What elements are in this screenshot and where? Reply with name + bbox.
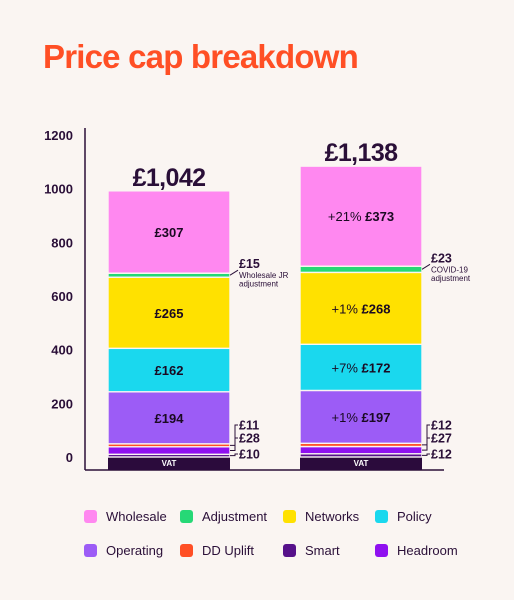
- vat-block: [108, 457, 230, 470]
- y-tick-label: 600: [51, 289, 73, 304]
- callout-value: £11: [239, 419, 259, 433]
- y-tick-label: 400: [51, 343, 73, 358]
- legend-label: Networks: [305, 508, 360, 524]
- y-tick-label: 800: [51, 235, 73, 250]
- bar-segment-policy: [107, 347, 231, 393]
- legend-item-dd-uplift: DD Uplift: [180, 542, 283, 558]
- legend-label: Smart: [305, 542, 340, 558]
- legend-swatch: [180, 509, 193, 523]
- segment-value-label: +1% £268: [332, 301, 391, 316]
- segment-value: £373: [365, 209, 394, 224]
- y-tick-label: 1200: [44, 128, 73, 143]
- chart-title: Price cap breakdown: [43, 38, 359, 75]
- segment-value: £307: [155, 225, 184, 240]
- callout-note: adjustment: [239, 280, 279, 289]
- bar-segment-wholesale: [299, 165, 423, 267]
- legend-item-policy: Policy: [375, 508, 455, 524]
- callout-value: £12: [431, 448, 452, 462]
- y-tick-label: 1000: [44, 182, 73, 197]
- bar-segment-operating: [299, 389, 423, 445]
- segment-value-label: +1% £197: [332, 410, 391, 425]
- legend-swatch: [180, 543, 193, 557]
- segment-value: £162: [155, 363, 184, 378]
- callout-leader: [230, 453, 238, 457]
- legend-swatch: [283, 509, 296, 523]
- segment-change-label: +7%: [332, 360, 362, 375]
- legend-label: Wholesale: [106, 508, 167, 524]
- bar-total-label: £1,042: [133, 164, 206, 192]
- y-tick-label: 200: [51, 396, 73, 411]
- callout-leader: [422, 437, 430, 451]
- segment-value-label: +21% £373: [328, 209, 394, 224]
- segment-change-label: +1%: [332, 301, 362, 316]
- bar-segment-headroom: [299, 445, 423, 455]
- vat-label: VAT: [354, 459, 369, 468]
- callout-note: COVID-19: [431, 265, 468, 274]
- bar-segment-adjustment: [299, 265, 423, 274]
- callout-value: £23: [431, 251, 452, 265]
- callout-value: £10: [239, 448, 260, 462]
- legend-label: DD Uplift: [202, 542, 255, 558]
- legend-item-adjustment: Adjustment: [180, 508, 283, 524]
- callout-leader: [229, 269, 239, 276]
- segment-value-label: +7% £172: [332, 360, 391, 375]
- segment-value: £194: [155, 411, 185, 426]
- callout-leader: [422, 453, 430, 456]
- legend-swatch: [283, 543, 296, 557]
- segment-value-label: £307: [155, 225, 184, 240]
- callout-note: adjustment: [431, 274, 471, 283]
- bar-total-label: £1,138: [325, 139, 399, 167]
- chart-legend: Wholesale Adjustment Networks Policy Operati…: [84, 508, 484, 558]
- callout-leader: [422, 424, 430, 446]
- callout-leader: [230, 424, 238, 446]
- legend-item-smart: Smart: [283, 542, 375, 558]
- legend-label: Adjustment: [202, 508, 268, 524]
- legend-item-wholesale: Wholesale: [84, 508, 180, 524]
- legend-item-networks: Networks: [283, 508, 375, 524]
- legend-swatch: [375, 543, 388, 557]
- legend-swatch: [84, 543, 97, 557]
- stacked-bar-chart: 0 200 400 600 800 1000 1200 VAT £194 £162 £265 £307…: [44, 128, 471, 471]
- callout-note: Wholesale JR: [239, 271, 289, 280]
- y-tick-label: 0: [66, 450, 73, 465]
- bar-segment-wholesale: [107, 190, 231, 274]
- bar-segment-headroom: [107, 446, 231, 456]
- bar-segment-networks: [107, 276, 231, 350]
- legend-label: Operating: [106, 542, 164, 558]
- segment-change-label: +1%: [332, 410, 362, 425]
- legend-item-headroom: Headroom: [375, 542, 458, 558]
- legend-label: Headroom: [397, 542, 458, 558]
- segment-value: £268: [362, 301, 391, 316]
- callout-value: £12: [431, 419, 452, 433]
- callout-value: £15: [239, 257, 260, 271]
- callout-leader: [421, 263, 431, 270]
- vat-block: [300, 457, 422, 470]
- segment-value-label: £265: [155, 306, 184, 321]
- segment-value-label: £194: [155, 411, 185, 426]
- segment-change-label: +21%: [328, 209, 365, 224]
- segment-value: £197: [362, 410, 391, 425]
- callout-value: £27: [431, 432, 452, 446]
- legend-swatch: [84, 509, 97, 523]
- callout-value: £28: [239, 432, 260, 446]
- segment-value: £265: [155, 306, 184, 321]
- segment-value-label: £162: [155, 363, 184, 378]
- legend-swatch: [375, 509, 388, 523]
- legend-item-operating: Operating: [84, 542, 180, 558]
- legend-label: Policy: [397, 508, 432, 524]
- vat-label: VAT: [162, 459, 177, 468]
- segment-value: £172: [362, 360, 391, 375]
- bar-segment-policy: [299, 343, 423, 392]
- callout-leader: [230, 437, 238, 452]
